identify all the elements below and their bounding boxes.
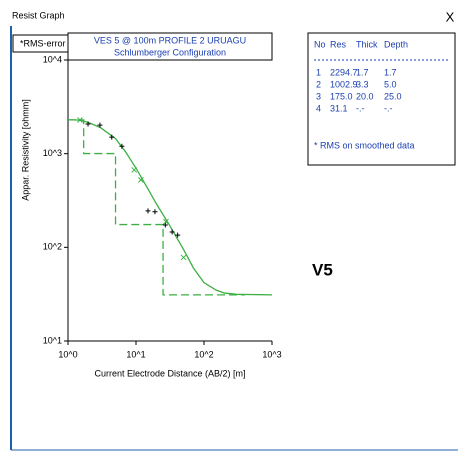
y-tick-label: 10^3 [43,148,62,158]
data-point [152,209,158,215]
results-box [307,32,456,166]
table-cell: 2294.7 [330,67,358,77]
table-cell: 1.7 [384,67,397,77]
table-cell: 2 [316,79,321,89]
data-point [85,121,91,127]
y-tick-label: 10^2 [43,242,62,252]
data-point [138,177,144,183]
y-axis-label: Appar. Resistivity [ohmm] [20,99,30,201]
data-point [119,143,125,149]
chart-title: VES 5 @ 100m PROFILE 2 URUAGU [94,35,246,45]
data-point [180,254,187,261]
x-axis-label: Current Electrode Distance (AB/2) [m] [94,368,245,378]
table-cell: 5.0 [384,79,397,89]
table-cell: 3.3 [356,79,369,89]
x-tick-label: 10^0 [58,349,77,359]
table-note: * RMS on smoothed data [314,140,415,150]
data-point [131,167,138,173]
table-header: Res [330,39,347,49]
y-tick-label: 10^4 [43,54,62,64]
table-header: Depth [384,39,408,49]
data-point [109,134,115,140]
curve [68,119,245,296]
table-cell: 3 [316,91,321,101]
data-point [162,222,168,228]
data-point [175,232,181,238]
title-box [67,32,273,61]
rms-label: *RMS-error : 3.2 [20,38,86,48]
table-cell: 4 [316,103,321,113]
table-cell: 20.0 [356,91,374,101]
table-cell: 31.1 [330,103,348,113]
data-point [145,208,151,214]
x-tick-label: 10^1 [126,349,145,359]
data-point [77,117,83,123]
x-tick-label: 10^2 [194,349,213,359]
window-title: Resist Graph [12,10,65,20]
data-point [163,218,169,225]
data-point [169,229,175,235]
close-button[interactable]: X [446,9,455,24]
y-tick-label: 10^1 [43,335,62,345]
side-label: V5 [312,260,333,279]
table-cell: 1.7 [356,67,369,77]
table-cell: 1002.9 [330,79,358,89]
table-cell: 25.0 [384,91,402,101]
table-header: No [314,39,326,49]
table-cell: -.- [356,103,365,113]
x-tick-label: 10^3 [262,349,281,359]
table-header: Thick [356,39,378,49]
chart-subtitle: Schlumberger Configuration [114,47,226,57]
table-cell: -.- [384,103,393,113]
data-point [97,122,103,128]
curve [67,119,273,296]
table-cell: 1 [316,67,321,77]
table-cell: 175.0 [330,91,353,101]
